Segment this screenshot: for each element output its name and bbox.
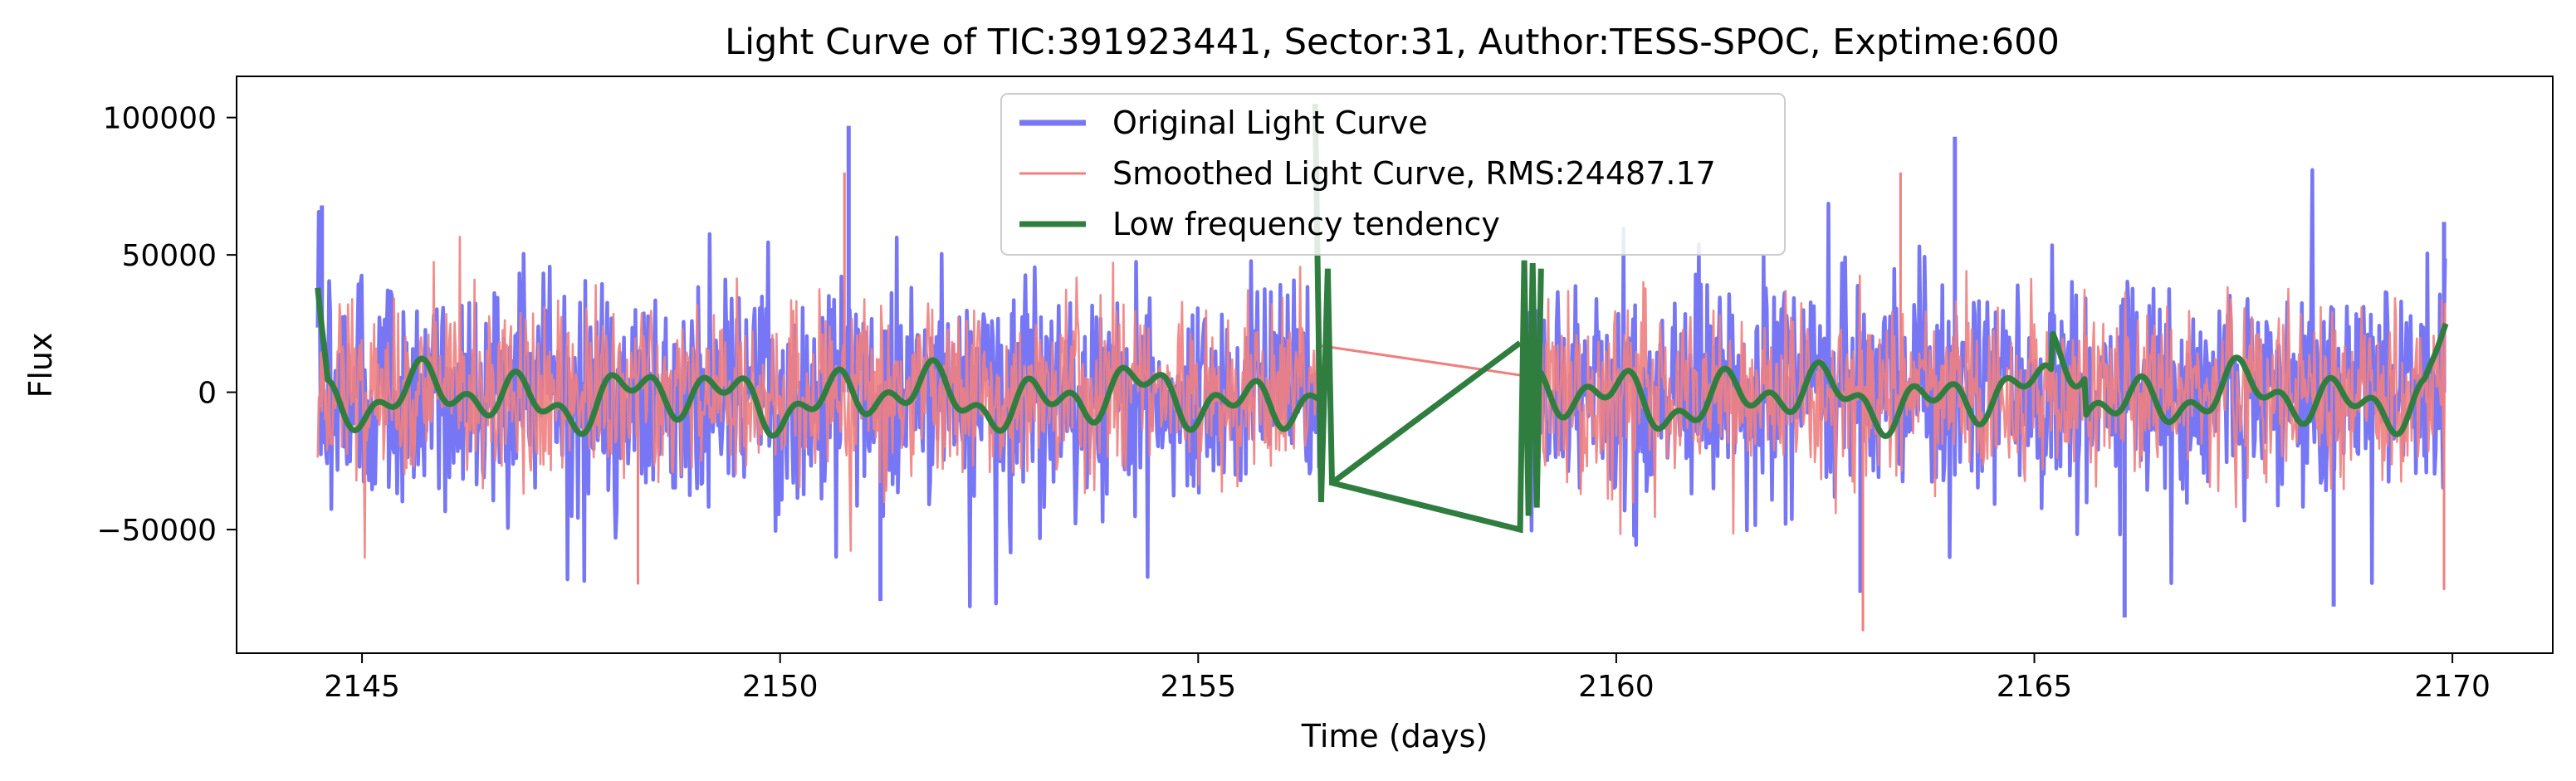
y-tick-label: −50000 (96, 514, 217, 548)
x-tick-label: 2145 (324, 670, 400, 704)
legend-label-low-frequency: Low frequency tendency (1112, 206, 1500, 242)
x-tick-label: 2160 (1578, 670, 1655, 704)
x-axis-title: Time (days) (1301, 718, 1488, 754)
x-tick-label: 2170 (2414, 670, 2490, 704)
series-low-frequency-tendency (315, 287, 2449, 439)
legend: Original Light Curve Smoothed Light Curv… (1000, 93, 1786, 256)
series-smoothed-gap-line (1319, 344, 1525, 378)
plot-frame (236, 76, 2554, 654)
x-tick-label: 2150 (742, 670, 819, 704)
y-axis-title: Flux (22, 333, 59, 398)
x-tick-label: 2155 (1160, 670, 1236, 704)
legend-label-smoothed: Smoothed Light Curve, RMS:24487.17 (1112, 155, 1716, 192)
x-axis: 2145 2150 2155 2160 2165 2170 (324, 653, 2490, 704)
y-axis: −50000 0 50000 100000 (96, 102, 237, 548)
y-tick-label: 100000 (103, 102, 217, 136)
chart-title: Light Curve of TIC:391923441, Sector:31,… (725, 22, 2060, 63)
legend-box (1000, 93, 1786, 256)
legend-label-original: Original Light Curve (1112, 105, 1428, 141)
series-layer (315, 104, 2449, 632)
y-tick-label: 50000 (121, 239, 217, 273)
y-tick-label: 0 (198, 377, 217, 411)
series-low-frequency-edge-spikes (1312, 104, 1544, 534)
series-low-frequency-gap-line (1330, 340, 1523, 486)
x-tick-label: 2165 (1997, 670, 2073, 704)
